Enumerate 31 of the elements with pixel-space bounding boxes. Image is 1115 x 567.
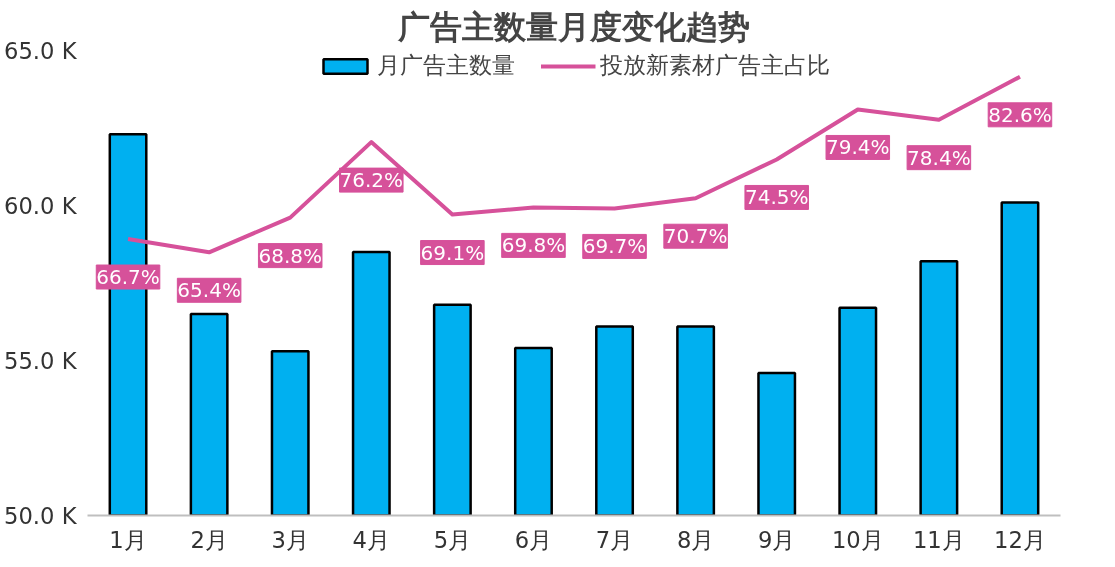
x-tick-label: 4月 — [352, 526, 391, 553]
data-label: 70.7% — [663, 224, 728, 249]
x-tick-label: 12月 — [994, 526, 1046, 553]
y-tick-label: 55.0 K — [4, 347, 78, 374]
data-label: 79.4% — [826, 135, 890, 160]
y-tick-label: 65.0 K — [4, 37, 78, 64]
data-label: 74.5% — [744, 185, 809, 210]
chart-title: 广告主数量月度变化趋势 — [397, 7, 750, 46]
x-tick-label: 2月 — [190, 526, 228, 553]
data-label: 76.2% — [339, 168, 404, 193]
x-tick-label: 8月 — [676, 526, 715, 553]
data-label: 78.4% — [907, 145, 971, 170]
x-tick-label: 5月 — [433, 526, 472, 553]
x-tick-label: 3月 — [271, 526, 309, 553]
legend-label: 月广告主数量 — [377, 51, 515, 80]
x-tick-label: 7月 — [595, 526, 634, 553]
data-label: 68.8% — [258, 243, 322, 268]
legend-label: 投放新素材广告主占比 — [600, 51, 830, 80]
data-label: 69.8% — [501, 233, 566, 258]
x-tick-label: 9月 — [758, 526, 796, 553]
data-label: 65.4% — [177, 278, 241, 303]
data-label: 66.7% — [96, 265, 160, 290]
data-label: 69.1% — [420, 240, 485, 265]
x-tick-label: 11月 — [912, 526, 965, 553]
y-tick-label: 50.0 K — [4, 502, 78, 529]
x-tick-label: 1月 — [109, 526, 147, 553]
data-label: 69.7% — [582, 234, 647, 259]
x-tick-label: 6月 — [514, 526, 553, 553]
data-label: 82.6% — [988, 102, 1052, 127]
x-tick-label: 10月 — [831, 526, 884, 553]
y-tick-label: 60.0 K — [4, 192, 78, 219]
